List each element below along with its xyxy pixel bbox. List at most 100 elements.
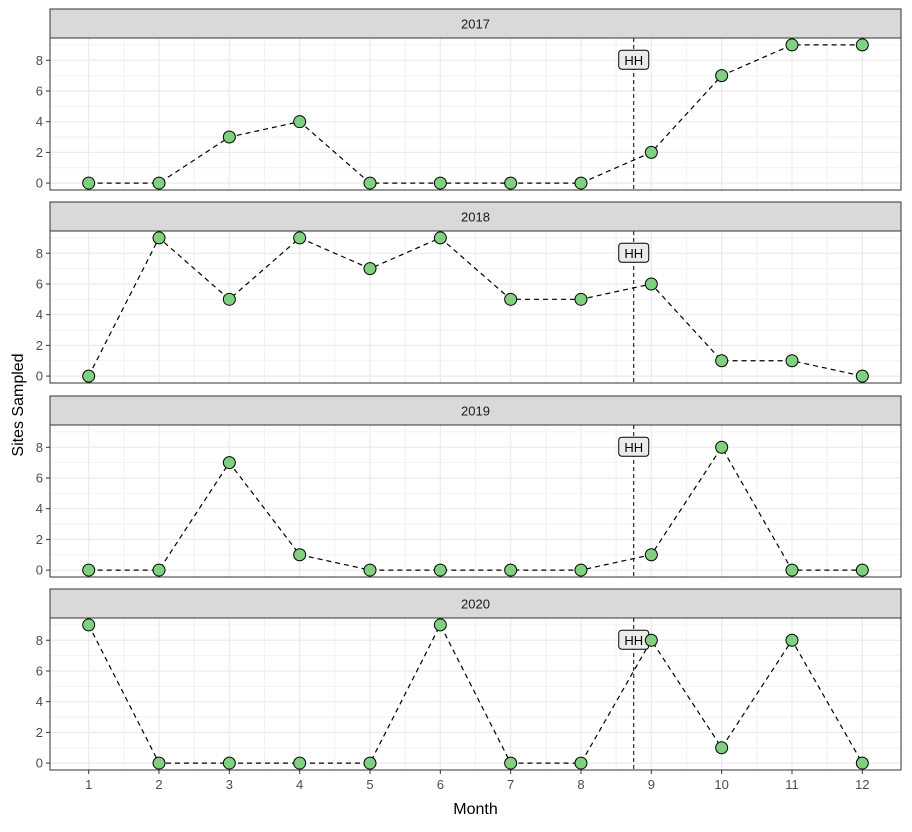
y-tick-label: 8 bbox=[36, 53, 43, 68]
hh-label: HH bbox=[624, 246, 643, 261]
panel-2019: 2019 0 2 4 6 8 HH bbox=[36, 395, 902, 578]
y-tick-label: 0 bbox=[36, 369, 43, 384]
data-point bbox=[82, 176, 96, 190]
x-tick-label: 3 bbox=[226, 777, 233, 792]
x-tick-label: 4 bbox=[296, 777, 303, 792]
data-point bbox=[363, 563, 377, 577]
facet-strip-label: 2020 bbox=[461, 597, 490, 612]
panel-2020: 2020 0 2 4 6 8 HH bbox=[36, 588, 902, 771]
series-line bbox=[88, 446, 863, 571]
data-point bbox=[433, 231, 447, 245]
facet-strip-label: 2017 bbox=[461, 17, 490, 32]
data-point bbox=[644, 277, 658, 291]
x-tick-label: 1 bbox=[85, 777, 92, 792]
x-tick-label: 7 bbox=[507, 777, 514, 792]
data-point bbox=[222, 130, 236, 144]
data-point bbox=[363, 756, 377, 770]
y-tick-label: 4 bbox=[36, 501, 43, 516]
data-point bbox=[574, 176, 588, 190]
x-tick-label: 6 bbox=[437, 777, 444, 792]
y-tick-label: 2 bbox=[36, 532, 43, 547]
y-tick-label: 6 bbox=[36, 83, 43, 98]
y-tick-label: 8 bbox=[36, 440, 43, 455]
data-point bbox=[293, 115, 307, 129]
data-point bbox=[433, 618, 447, 632]
data-point bbox=[504, 563, 518, 577]
data-point bbox=[222, 292, 236, 306]
panel-border bbox=[49, 37, 902, 191]
panel-border bbox=[49, 424, 902, 578]
data-point bbox=[82, 369, 96, 383]
x-axis-title: Month bbox=[453, 801, 497, 818]
data-point bbox=[715, 741, 729, 755]
hh-label: HH bbox=[624, 440, 643, 455]
data-point bbox=[293, 756, 307, 770]
hh-label-box bbox=[618, 436, 650, 457]
data-point bbox=[855, 38, 869, 52]
y-tick-label: 8 bbox=[36, 633, 43, 648]
y-tick-label: 4 bbox=[36, 307, 43, 322]
data-point bbox=[574, 292, 588, 306]
data-point bbox=[152, 176, 166, 190]
data-point bbox=[82, 618, 96, 632]
data-point bbox=[504, 176, 518, 190]
data-point bbox=[644, 633, 658, 647]
data-point bbox=[433, 563, 447, 577]
facet-strip-label: 2018 bbox=[461, 210, 490, 225]
facet-strip bbox=[49, 395, 902, 426]
data-point bbox=[785, 563, 799, 577]
facet-strip bbox=[49, 588, 902, 619]
hh-label: HH bbox=[624, 53, 643, 68]
data-point bbox=[644, 548, 658, 562]
data-point bbox=[785, 633, 799, 647]
y-tick-label: 0 bbox=[36, 756, 43, 771]
y-tick-label: 4 bbox=[36, 114, 43, 129]
y-axis-title: Sites Sampled bbox=[10, 353, 27, 456]
y-tick-label: 6 bbox=[36, 470, 43, 485]
x-tick-label: 5 bbox=[366, 777, 373, 792]
panel-2018: 2018 0 2 4 6 8 HH bbox=[36, 201, 902, 384]
hh-label-box bbox=[618, 49, 650, 70]
data-point bbox=[574, 756, 588, 770]
hh-label-box bbox=[618, 242, 650, 263]
x-tick-label: 9 bbox=[648, 777, 655, 792]
data-point bbox=[293, 548, 307, 562]
data-point bbox=[855, 369, 869, 383]
data-point bbox=[82, 563, 96, 577]
data-point bbox=[222, 756, 236, 770]
facet-strip-label: 2019 bbox=[461, 404, 490, 419]
x-tick-label: 10 bbox=[714, 777, 728, 792]
data-point bbox=[715, 354, 729, 368]
x-tick-label: 11 bbox=[785, 777, 799, 792]
data-point bbox=[504, 756, 518, 770]
x-tick-label: 12 bbox=[855, 777, 869, 792]
data-point bbox=[222, 456, 236, 470]
hh-label: HH bbox=[624, 633, 643, 648]
y-tick-label: 4 bbox=[36, 694, 43, 709]
y-tick-label: 2 bbox=[36, 145, 43, 160]
y-tick-label: 0 bbox=[36, 563, 43, 578]
facet-strip bbox=[49, 201, 902, 232]
y-tick-label: 6 bbox=[36, 276, 43, 291]
panel-border bbox=[49, 230, 902, 384]
data-point bbox=[574, 563, 588, 577]
data-point bbox=[363, 262, 377, 276]
data-point bbox=[152, 563, 166, 577]
series-line bbox=[88, 44, 863, 184]
data-point bbox=[855, 563, 869, 577]
data-point bbox=[504, 292, 518, 306]
data-point bbox=[293, 231, 307, 245]
y-tick-label: 8 bbox=[36, 246, 43, 261]
data-point bbox=[855, 756, 869, 770]
panel-border bbox=[49, 617, 902, 771]
x-tick-label: 2 bbox=[155, 777, 162, 792]
data-point bbox=[715, 440, 729, 454]
data-point bbox=[785, 354, 799, 368]
panel-2017: 2017 0 2 4 6 8 HH bbox=[36, 8, 902, 191]
x-tick-label: 8 bbox=[577, 777, 584, 792]
series-line bbox=[88, 623, 863, 764]
data-point bbox=[644, 145, 658, 159]
data-point bbox=[715, 69, 729, 83]
y-tick-label: 2 bbox=[36, 725, 43, 740]
